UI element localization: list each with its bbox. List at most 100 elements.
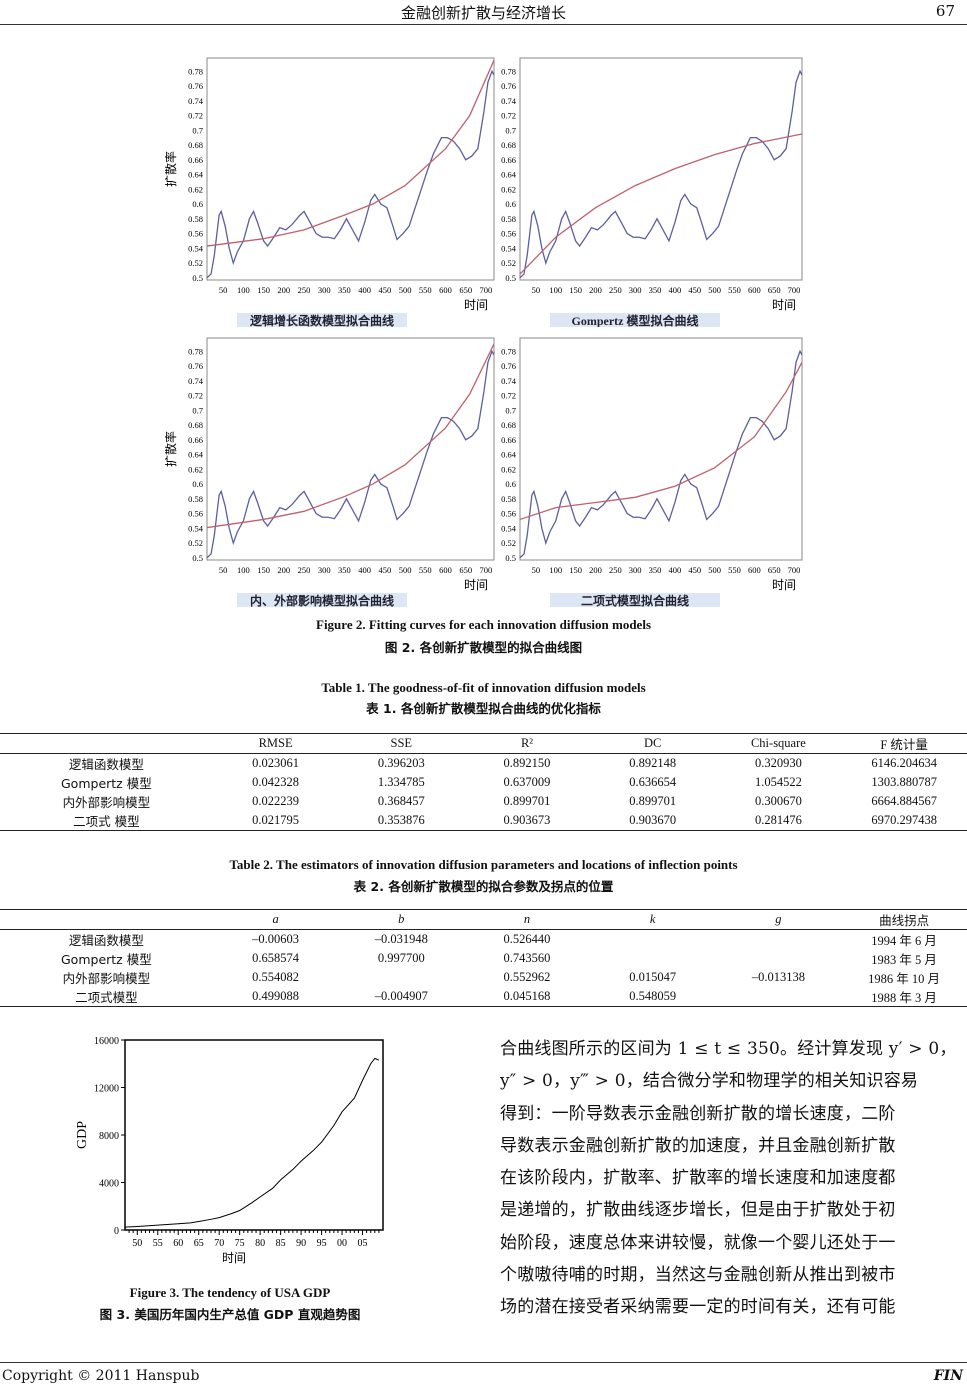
x-tick-label: 00: [337, 1238, 347, 1249]
table-cell: 0.015047: [629, 970, 677, 984]
column-header: k: [589, 909, 716, 930]
x-tick-label: 650: [768, 285, 781, 295]
x-axis-label: 时间: [222, 1251, 246, 1265]
x-axis-label: 时间: [772, 578, 796, 592]
x-tick-label: 450: [688, 565, 701, 575]
table-cell: 1988 年 3 月: [841, 987, 967, 1007]
chart-title: Gompertz 模型拟合曲线: [572, 313, 699, 327]
x-tick-label: 450: [688, 285, 701, 295]
y-tick-label: 0.62: [188, 184, 203, 194]
table-cell: 0.368457: [377, 794, 425, 808]
column-header: 曲线拐点: [841, 909, 967, 930]
x-tick-label: 300: [318, 285, 331, 295]
x-tick-label: 80: [255, 1238, 265, 1249]
x-tick-label: 600: [439, 565, 452, 575]
paragraph-line: 个嗷嗷待哺的时期，当然这与金融创新从推出到被市: [500, 1265, 896, 1286]
column-header: RMSE: [212, 733, 339, 754]
x-tick-label: 50: [219, 285, 228, 295]
table-cell: –0.004907: [338, 987, 465, 1007]
table-header-row: a b n k g 曲线拐点: [0, 909, 967, 930]
fitted-curve-line: [519, 362, 803, 521]
fitting-chart-2: 0.5 0.52 0.54 0.56 0.58 0.6 0.62 0.64 0.66 0.68 0.…: [501, 57, 803, 327]
x-tick-label: 200: [277, 565, 290, 575]
y-tick-label: 0.62: [501, 464, 516, 474]
x-tick-label: 450: [378, 565, 391, 575]
y-tick-label: 0.5: [505, 273, 516, 283]
column-header: Chi-square: [715, 733, 842, 754]
plot-frame: [519, 337, 803, 561]
paragraph-line: y″ > 0，y‴ > 0，结合微分学和物理学的相关知识容易: [500, 1071, 919, 1092]
table-cell: 6664.884567: [871, 794, 937, 808]
table-cell: 0.042328: [252, 775, 300, 789]
column-header: F 统计量: [841, 733, 967, 754]
table-cell: 0.903673: [464, 811, 590, 831]
y-tick-label: 0.6: [505, 199, 516, 209]
x-tick-label: 400: [669, 565, 682, 575]
y-tick-label: 0.78: [188, 346, 203, 356]
row-label: 二项式 模型: [0, 811, 213, 831]
table-cell: 0.022239: [252, 794, 300, 808]
y-tick-label: 0.66: [188, 435, 203, 445]
y-tick-label: 0.6: [192, 479, 203, 489]
x-tick-label: 95: [317, 1238, 327, 1249]
fitting-chart-3: 0.5 0.52 0.54 0.56 0.58 0.6 0.62 0.64 0.66 0.68 0.…: [165, 337, 495, 607]
y-tick-label: 0.5: [192, 553, 203, 563]
table-cell: 0.552962: [503, 970, 551, 984]
y-tick-label: 0.76: [188, 81, 203, 91]
title-highlight: [550, 313, 720, 327]
x-axis-label: 时间: [464, 298, 488, 312]
x-tick-label: 200: [589, 285, 602, 295]
x-tick-label: 90: [296, 1238, 306, 1249]
x-tick-label: 100: [237, 285, 250, 295]
x-tick-label: 550: [728, 565, 741, 575]
table-cell: –0.013138: [751, 970, 805, 984]
row-label: Gompertz 模型: [61, 776, 152, 791]
table-2: a b n k g 曲线拐点 逻辑函数模型 –0.00603 –0.031948 0.526440…: [0, 909, 967, 1007]
x-tick-label: 150: [569, 565, 582, 575]
y-tick-label: 0.54: [188, 243, 204, 253]
table-cell: 1.054522: [754, 775, 802, 789]
table-cell: 0.353876: [338, 811, 465, 831]
table-cell: 1994 年 6 月: [871, 934, 937, 948]
y-tick-label: 0.56: [501, 509, 516, 519]
y-tick-label: 0.5: [192, 273, 203, 283]
table-cell: 1983 年 5 月: [871, 953, 937, 967]
y-tick-label: 0.7: [192, 125, 203, 135]
figure-3-caption-en: Figure 3. The tendency of USA GDP: [129, 1285, 331, 1300]
table-cell: 0.021795: [212, 811, 339, 831]
x-tick-label: 200: [277, 285, 290, 295]
x-tick-label: 350: [649, 565, 662, 575]
gdp-series-line: [124, 1057, 380, 1228]
y-tick-label: 0.64: [188, 450, 204, 460]
table-cell: 0.300670: [754, 794, 802, 808]
column-header: R²: [464, 733, 590, 754]
fitting-chart-1: 0.5 0.52 0.54 0.56 0.58 0.6 0.62 0.64 0.66 0.68 0.…: [165, 57, 495, 327]
table-row: 逻辑函数模型 0.023061 0.396203 0.892150 0.892148 0.…: [0, 754, 967, 774]
observed-series-line: [519, 69, 803, 279]
fitted-curve-line: [519, 133, 803, 275]
paragraph-line: 合曲线图所示的区间为 1 ≤ t ≤ 350。经计算发现 y′ > 0，: [500, 1039, 957, 1059]
x-tick-label: 100: [237, 565, 250, 575]
table-row: 内外部影响模型 0.022239 0.368457 0.899701 0.899701 0…: [0, 792, 967, 811]
x-tick-label: 65: [194, 1238, 204, 1249]
plot-frame: [206, 57, 495, 281]
paragraph-line: 始阶段，速度总体来讲较慢，就像一个婴儿还处于一: [500, 1232, 896, 1253]
y-tick-label: 0.76: [501, 361, 516, 371]
x-tick-label: 300: [629, 285, 642, 295]
table-cell: [590, 949, 716, 968]
footer-rule: [0, 1362, 967, 1363]
fitting-chart-4: 0.5 0.52 0.54 0.56 0.58 0.6 0.62 0.64 0.66 0.68 0.…: [501, 337, 803, 607]
y-tick-label: 0.54: [501, 523, 517, 533]
table-cell: 0.903670: [589, 811, 716, 831]
y-tick-label: 0.7: [192, 405, 203, 415]
table-row: 二项式模型 0.499088 –0.004907 0.045168 0.548059 19…: [0, 987, 967, 1007]
table-1-title-cn: 表 1. 各创新扩散模型拟合曲线的优化指标: [366, 701, 601, 716]
table-cell: 0.892150: [503, 756, 551, 770]
x-tick-label: 100: [549, 565, 562, 575]
table-cell: [715, 987, 842, 1007]
x-tick-label: 50: [532, 285, 541, 295]
x-tick-label: 700: [480, 565, 493, 575]
fitted-curve-line: [206, 59, 495, 247]
y-tick-label: 0.66: [188, 155, 203, 165]
y-tick-label: 0.68: [501, 140, 516, 150]
